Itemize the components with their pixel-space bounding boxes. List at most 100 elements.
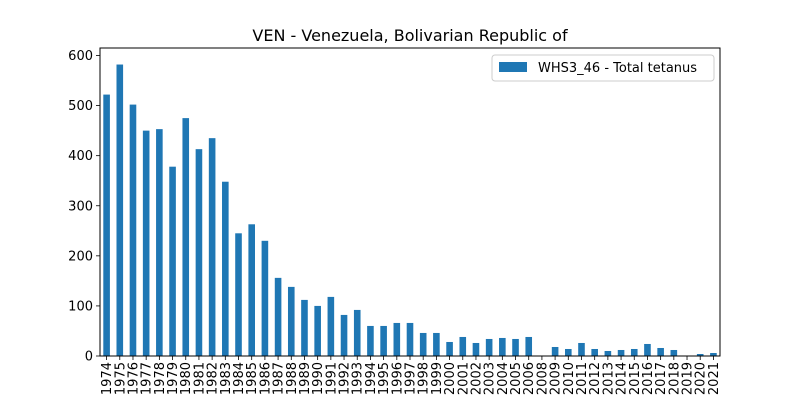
x-tick-label-2017: 2017 [654, 362, 669, 395]
bar-1981 [195, 149, 203, 356]
bar-1997 [406, 322, 414, 356]
bar-1980 [182, 118, 190, 356]
x-tick-label-1983: 1983 [219, 362, 234, 395]
bar-2012 [591, 348, 598, 356]
x-tick-label-1994: 1994 [364, 362, 379, 395]
bar-1979 [169, 166, 176, 356]
y-tick-label-100: 100 [68, 299, 93, 314]
bar-1989 [301, 299, 308, 356]
x-tick-label-1981: 1981 [192, 362, 207, 395]
bar-1974 [103, 94, 110, 356]
bar-2016 [644, 343, 651, 356]
x-tick-label-2015: 2015 [628, 362, 643, 395]
x-tick-label-2014: 2014 [615, 362, 630, 395]
x-tick-label-2013: 2013 [601, 362, 616, 395]
x-tick-label-1980: 1980 [179, 362, 194, 395]
bar-2017 [657, 347, 664, 356]
bar-1993 [353, 309, 361, 356]
x-tick-label-2004: 2004 [496, 362, 511, 395]
bar-1978 [156, 129, 163, 356]
y-axis: 0 100 200 300 400 500 600 [68, 49, 100, 365]
x-tick-label-1976: 1976 [126, 362, 141, 395]
bar-1988 [287, 286, 295, 356]
bar-2004 [499, 337, 506, 356]
bar-2018 [670, 349, 678, 356]
x-tick-label-1977: 1977 [140, 362, 155, 395]
x-tick-label-1987: 1987 [272, 362, 287, 395]
bar-1999 [433, 332, 440, 356]
x-tick-label-2008: 2008 [535, 362, 550, 395]
bar-1990 [314, 305, 321, 356]
bar-2003 [485, 338, 493, 356]
plot-frame [99, 47, 721, 357]
bar-1986 [261, 240, 269, 356]
x-tick-label-2006: 2006 [522, 362, 537, 395]
bar-1977 [142, 130, 150, 356]
bar-1992 [340, 314, 348, 356]
x-tick-label-1979: 1979 [166, 362, 181, 395]
bar-1982 [208, 138, 216, 356]
x-tick-label-2011: 2011 [575, 362, 590, 395]
x-tick-label-1991: 1991 [324, 362, 339, 395]
x-tick-label-1989: 1989 [298, 362, 313, 395]
y-tick-label-600: 600 [68, 49, 93, 64]
bar-1987 [274, 277, 282, 356]
x-tick-label-1998: 1998 [417, 362, 432, 395]
bar-2010 [565, 348, 572, 356]
x-tick-label-1975: 1975 [113, 362, 128, 395]
bar-1996 [393, 322, 401, 356]
bar-2002 [472, 342, 480, 356]
x-tick-label-2010: 2010 [562, 362, 577, 395]
x-tick-label-1995: 1995 [377, 362, 392, 395]
bar-2013 [604, 350, 612, 356]
x-tick-label-1996: 1996 [390, 362, 405, 395]
x-axis: 1974197519761977197819791980198119821983… [100, 356, 722, 395]
x-tick-label-1978: 1978 [153, 362, 168, 395]
x-tick-label-1999: 1999 [430, 362, 445, 395]
x-tick-label-1993: 1993 [351, 362, 366, 395]
bar-2009 [551, 346, 559, 356]
x-tick-label-1990: 1990 [311, 362, 326, 395]
legend-swatch [499, 62, 527, 72]
x-tick-label-2003: 2003 [483, 362, 498, 395]
bar-1985 [248, 224, 255, 356]
bar-2014 [617, 349, 625, 356]
x-tick-label-1985: 1985 [245, 362, 260, 395]
x-tick-label-2002: 2002 [469, 362, 484, 395]
bar-1983 [222, 181, 229, 356]
bar-1984 [235, 233, 242, 356]
y-tick-label-200: 200 [68, 249, 93, 264]
chart-title: VEN - Venezuela, Bolivarian Republic of [252, 26, 568, 45]
legend-box [491, 54, 715, 82]
bar-1998 [419, 332, 427, 356]
bar-2001 [459, 336, 467, 356]
x-tick-label-2009: 2009 [549, 362, 564, 395]
x-tick-label-1988: 1988 [285, 362, 300, 395]
legend-label: WHS3_46 - Total tetanus [538, 61, 697, 76]
bar-2000 [446, 341, 453, 356]
legend: WHS3_46 - Total tetanus [491, 54, 715, 82]
bars-group [103, 64, 717, 356]
x-tick-label-1974: 1974 [100, 362, 115, 395]
x-tick-label-1986: 1986 [258, 362, 273, 395]
x-tick-label-1982: 1982 [206, 362, 221, 395]
x-tick-label-1984: 1984 [232, 362, 247, 395]
y-tick-label-500: 500 [68, 99, 93, 114]
x-tick-label-2000: 2000 [443, 362, 458, 395]
bar-2020 [696, 354, 704, 356]
x-tick-label-2005: 2005 [509, 362, 524, 395]
x-tick-label-2016: 2016 [641, 362, 656, 395]
bar-1995 [380, 325, 387, 356]
bar-2011 [578, 342, 585, 356]
x-tick-label-2012: 2012 [588, 362, 603, 395]
y-tick-label-300: 300 [68, 199, 93, 214]
y-tick-label-400: 400 [68, 149, 93, 164]
x-tick-label-1997: 1997 [404, 362, 419, 395]
x-tick-label-2001: 2001 [456, 362, 471, 395]
bar-1975 [116, 64, 124, 356]
x-tick-label-2019: 2019 [681, 362, 696, 395]
x-tick-label-1992: 1992 [338, 362, 353, 395]
bar-1976 [129, 104, 137, 356]
bar-2015 [630, 348, 638, 356]
